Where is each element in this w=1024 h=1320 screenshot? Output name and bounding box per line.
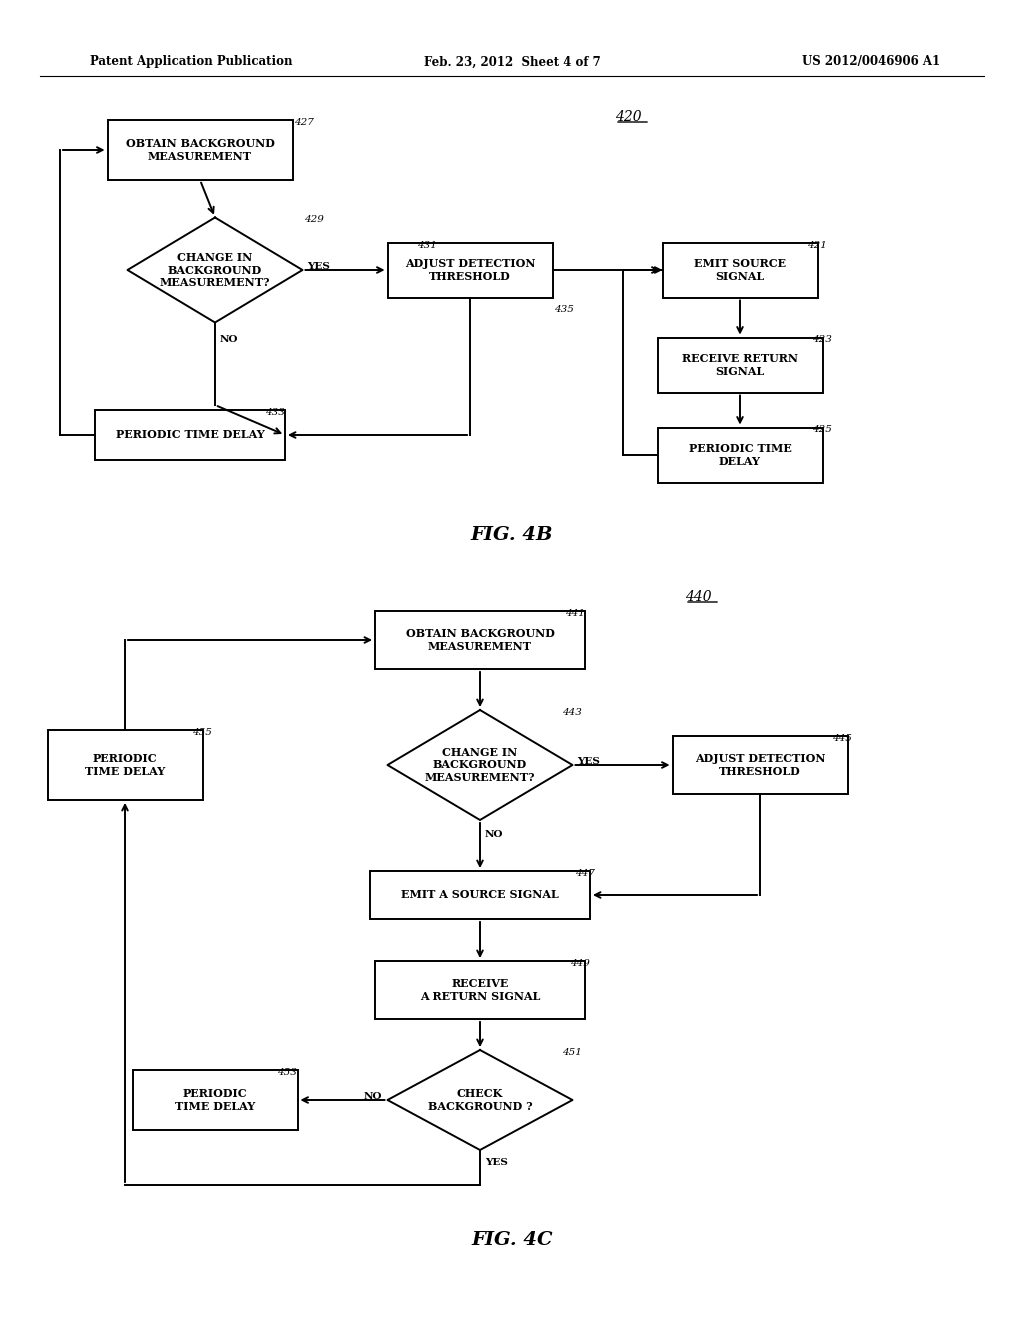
Text: OBTAIN BACKGROUND
MEASUREMENT: OBTAIN BACKGROUND MEASUREMENT <box>126 139 274 162</box>
FancyBboxPatch shape <box>657 338 822 392</box>
Polygon shape <box>387 1049 572 1150</box>
Text: 441: 441 <box>565 609 585 618</box>
Text: EMIT A SOURCE SIGNAL: EMIT A SOURCE SIGNAL <box>401 890 559 900</box>
Text: YES: YES <box>578 756 600 766</box>
Text: FIG. 4B: FIG. 4B <box>471 525 553 544</box>
Text: 425: 425 <box>812 425 833 434</box>
Text: NO: NO <box>485 830 504 840</box>
Text: FIG. 4C: FIG. 4C <box>471 1232 553 1249</box>
FancyBboxPatch shape <box>132 1071 298 1130</box>
Text: CHANGE IN
BACKGROUND
MEASUREMENT?: CHANGE IN BACKGROUND MEASUREMENT? <box>425 747 536 783</box>
FancyBboxPatch shape <box>387 243 553 297</box>
Text: 435: 435 <box>555 305 574 314</box>
Text: ADJUST DETECTION
THRESHOLD: ADJUST DETECTION THRESHOLD <box>404 259 536 282</box>
FancyBboxPatch shape <box>47 730 203 800</box>
Text: OBTAIN BACKGROUND
MEASUREMENT: OBTAIN BACKGROUND MEASUREMENT <box>406 628 554 652</box>
Text: 447: 447 <box>575 869 595 878</box>
Text: CHANGE IN
BACKGROUND
MEASUREMENT?: CHANGE IN BACKGROUND MEASUREMENT? <box>160 252 270 288</box>
Text: US 2012/0046906 A1: US 2012/0046906 A1 <box>802 55 940 69</box>
Polygon shape <box>128 218 302 322</box>
Text: 443: 443 <box>562 708 583 717</box>
FancyBboxPatch shape <box>657 428 822 483</box>
Polygon shape <box>387 710 572 820</box>
Text: 423: 423 <box>812 335 833 345</box>
Text: 453: 453 <box>278 1068 297 1077</box>
Text: YES: YES <box>485 1158 508 1167</box>
FancyBboxPatch shape <box>673 737 848 795</box>
Text: 420: 420 <box>615 110 642 124</box>
Text: PERIODIC
TIME DELAY: PERIODIC TIME DELAY <box>85 754 165 777</box>
FancyBboxPatch shape <box>95 411 285 459</box>
FancyBboxPatch shape <box>370 871 590 919</box>
Text: 440: 440 <box>685 590 712 605</box>
Text: 431: 431 <box>418 240 437 249</box>
Text: 451: 451 <box>562 1048 583 1057</box>
Text: 427: 427 <box>295 117 314 127</box>
Text: 433: 433 <box>265 408 285 417</box>
Text: EMIT SOURCE
SIGNAL: EMIT SOURCE SIGNAL <box>694 259 786 282</box>
Text: PERIODIC
TIME DELAY: PERIODIC TIME DELAY <box>175 1088 255 1111</box>
Text: PERIODIC TIME DELAY: PERIODIC TIME DELAY <box>116 429 264 441</box>
FancyBboxPatch shape <box>375 961 585 1019</box>
Text: Patent Application Publication: Patent Application Publication <box>90 55 293 69</box>
Text: 421: 421 <box>808 240 827 249</box>
FancyBboxPatch shape <box>663 243 817 297</box>
Text: 429: 429 <box>304 215 325 224</box>
Text: NO: NO <box>364 1092 383 1101</box>
Text: RECEIVE
A RETURN SIGNAL: RECEIVE A RETURN SIGNAL <box>420 978 541 1002</box>
Text: RECEIVE RETURN
SIGNAL: RECEIVE RETURN SIGNAL <box>682 354 798 378</box>
Text: NO: NO <box>220 334 239 343</box>
Text: 449: 449 <box>570 960 590 968</box>
Text: PERIODIC TIME
DELAY: PERIODIC TIME DELAY <box>688 444 792 467</box>
FancyBboxPatch shape <box>375 611 585 669</box>
FancyBboxPatch shape <box>108 120 293 180</box>
Text: 455: 455 <box>193 729 212 737</box>
Text: YES: YES <box>307 261 331 271</box>
Text: ADJUST DETECTION
THRESHOLD: ADJUST DETECTION THRESHOLD <box>694 754 825 777</box>
Text: Feb. 23, 2012  Sheet 4 of 7: Feb. 23, 2012 Sheet 4 of 7 <box>424 55 600 69</box>
Text: CHECK
BACKGROUND ?: CHECK BACKGROUND ? <box>428 1088 532 1111</box>
Text: 445: 445 <box>833 734 852 743</box>
